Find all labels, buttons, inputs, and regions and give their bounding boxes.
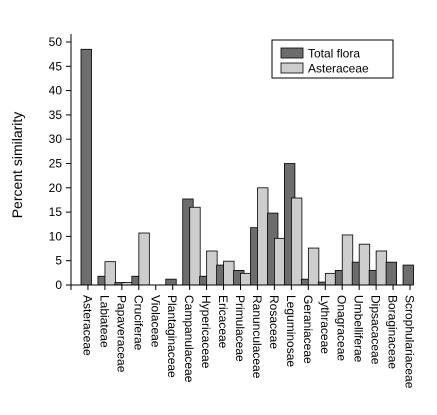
x-tick-label-cruciferae: Cruciferae (131, 295, 145, 351)
bar-asteraceae-campanulaceae (189, 206, 201, 286)
bar-asteraceae-hypericaceae (206, 250, 218, 286)
bar-asteraceae-dipsacaceae (375, 250, 388, 286)
y-axis-title: Percent similarity (9, 112, 25, 219)
y-tick-label: 5 (55, 254, 62, 268)
x-tick-label-umbelliferae: Umbelliferae (352, 295, 366, 363)
x-tick-label-dipsacaceae: Dipsacaceae (369, 295, 383, 365)
x-tick-label-violaceae: Violaceae (148, 295, 162, 348)
bar-asteraceae-lythraceae (324, 272, 337, 286)
x-tick-label-rosaceae: Rosaceae (267, 295, 281, 349)
bars-layer (80, 48, 414, 286)
y-tick-label: 30 (49, 132, 63, 146)
y-tick-label: 10 (49, 229, 63, 243)
y-tick-label: 45 (49, 59, 63, 73)
bar-total-flora-scrophulariaceae (402, 264, 414, 286)
y-tick-label: 40 (49, 84, 63, 98)
y-tick-label: 20 (49, 181, 63, 195)
bar-asteraceae-leguminosae (290, 197, 303, 286)
x-tick-label-leguminosae: Leguminosae (284, 295, 298, 367)
x-tick-label-lythraceae: Lythraceae (318, 295, 332, 354)
x-tick-label-plantaginaceae: Plantaginaceae (165, 295, 179, 378)
y-tick-label: 25 (49, 157, 63, 171)
y-tick-label: 0 (55, 278, 62, 292)
x-tick-label-boraginaceae: Boraginaceae (386, 295, 400, 369)
x-tick-label-geraniaceae: Geraniaceae (301, 295, 315, 364)
legend-label-asteraceae: Asteraceae (308, 62, 369, 76)
x-tick-label-papaveraceae: Papaveraceae (114, 295, 128, 373)
x-tick-label-asteraceae: Asteraceae (80, 295, 94, 356)
x-tick-label-onagraceae: Onagraceae (335, 295, 349, 361)
legend-label-total-flora: Total flora (308, 47, 360, 61)
y-tick-label: 15 (49, 205, 63, 219)
y-tick-label: 35 (49, 108, 63, 122)
x-tick-label-ranunculaceae: Ranunculaceae (250, 295, 264, 379)
bar-asteraceae-onagraceae (341, 234, 354, 286)
bar-asteraceae-umbelliferae (358, 243, 371, 286)
legend-swatch-total-flora (280, 47, 304, 59)
bar-asteraceae-ericaceae (223, 260, 235, 286)
y-tick-label: 50 (49, 35, 63, 49)
bar-asteraceae-primulaceae (240, 272, 252, 286)
bar-total-flora-asteraceae (80, 48, 92, 286)
x-tick-label-labiateae: Labiateae (97, 295, 111, 348)
bar-asteraceae-labiateae (104, 261, 116, 286)
bar-asteraceae-cruciferae (138, 232, 150, 286)
x-tick-label-campanulaceae: Campanulaceae (182, 295, 196, 383)
x-tick-label-scrophulariaceae: Scrophulariaceae (403, 295, 417, 389)
legend-swatch-asteraceae (280, 62, 304, 74)
bar-total-flora-plantaginaceae (165, 278, 177, 286)
x-tick-label-primulaceae: Primulaceae (233, 295, 247, 362)
bar-asteraceae-rosaceae (274, 237, 286, 286)
bar-asteraceae-geraniaceae (307, 247, 320, 286)
bar-asteraceae-ranunculaceae (257, 187, 269, 286)
x-tick-label-hypericaceae: Hypericaceae (199, 295, 213, 369)
bar-total-flora-boraginaceae (385, 261, 398, 286)
x-tick-label-ericaceae: Ericaceae (216, 295, 230, 349)
